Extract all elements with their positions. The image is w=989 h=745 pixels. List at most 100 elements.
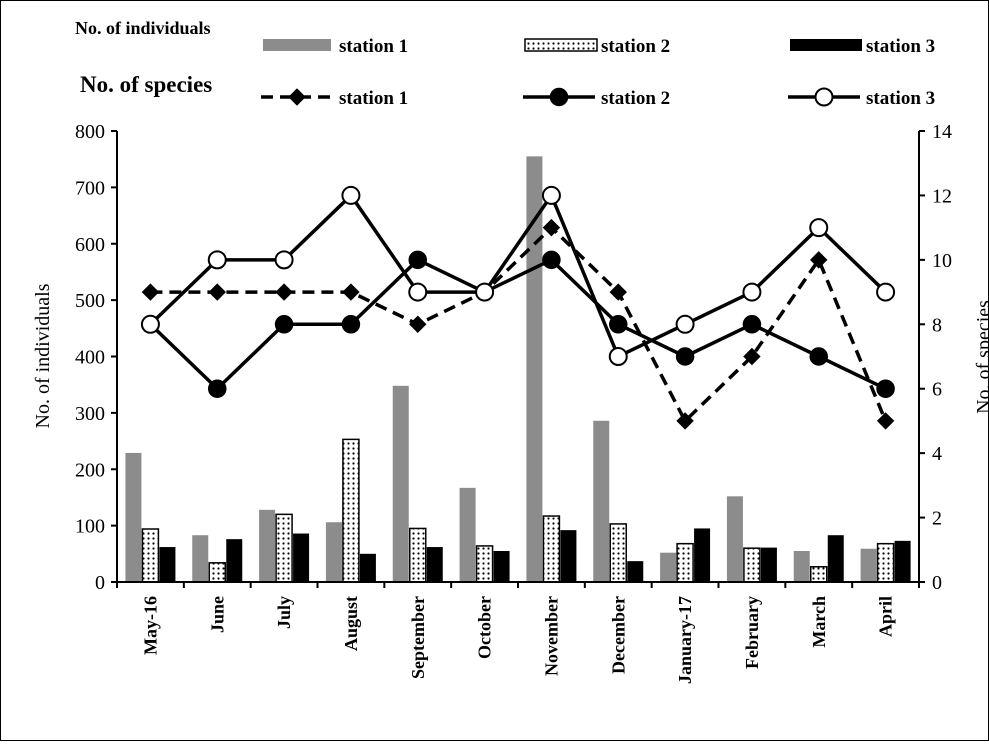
bar-station1-april — [860, 548, 877, 582]
bar-station2-march — [810, 566, 828, 583]
legend-bar-swatch-station2 — [524, 38, 598, 52]
point-station1-december — [609, 283, 627, 301]
bar-station2-september — [409, 527, 427, 583]
bar-station1-january-17 — [660, 552, 677, 582]
y2-tick-label: 6 — [932, 379, 942, 401]
y-axis-title: No. of individuals — [32, 283, 54, 428]
legend-bar-label-station3: station 3 — [866, 36, 935, 57]
bar-station3-february — [760, 547, 777, 582]
y2-tick-label: 0 — [932, 572, 942, 594]
bar-station1-september — [392, 385, 409, 582]
bar-station2-november — [542, 515, 561, 583]
point-station3-april — [876, 282, 896, 302]
bar-station2-june — [208, 562, 226, 583]
legend-bar-swatch-station3 — [790, 39, 862, 51]
point-station1-june — [208, 283, 226, 301]
bar-station3-april — [894, 540, 911, 582]
point-station1-march — [810, 251, 828, 269]
y2-tick-label: 12 — [932, 185, 952, 207]
point-station1-september — [409, 315, 427, 333]
x-category-label: April — [876, 596, 896, 637]
y-tick-label: 600 — [75, 234, 105, 256]
bar-station1-february — [726, 496, 743, 582]
legend: No. of individuals No. of species statio… — [75, 18, 935, 109]
y-tick-label: 500 — [75, 290, 105, 312]
y-tick-label: 400 — [75, 347, 105, 369]
point-station2-december — [609, 315, 628, 334]
bar-station1-august — [325, 522, 342, 582]
x-category-label: October — [475, 596, 495, 659]
legend-line-label-station1: station 1 — [339, 88, 408, 109]
x-category-label: February — [742, 596, 762, 669]
point-station3-october — [475, 282, 495, 302]
bar-station1-october — [459, 487, 476, 582]
line-station3 — [149, 193, 887, 359]
bar-station3-june — [226, 539, 243, 582]
point-station3-december — [608, 347, 628, 366]
plot-area: 0 100 200 300 400 500 600 700 800 0 2 4 6 8 10 12 14 May-… — [75, 121, 952, 684]
y2-tick-label: 8 — [932, 314, 942, 336]
bar-station1-december — [593, 420, 610, 582]
y-tick-label: 200 — [75, 459, 105, 481]
line-station1 — [150, 225, 888, 423]
legend-items: station 1 station 2 station 3 station 1 stat… — [261, 36, 935, 109]
point-station2-november — [542, 250, 561, 270]
bar-station2-january-17 — [676, 542, 694, 583]
y2-tick-label: 10 — [932, 250, 952, 272]
bar-station3-august — [359, 553, 376, 582]
legend-bar-swatch-station1 — [263, 39, 331, 51]
x-category-label: August — [341, 596, 361, 651]
legend-marker-station2 — [549, 87, 569, 107]
x-category-label: March — [809, 596, 829, 648]
legend-heading-species: No. of species — [80, 72, 212, 97]
point-station3-may-16 — [140, 314, 160, 334]
bar-station1-november — [526, 156, 543, 582]
point-station3-february — [742, 282, 762, 302]
y-tick-label: 300 — [75, 403, 105, 425]
point-station2-august — [341, 315, 361, 334]
point-station2-july — [274, 315, 294, 334]
bar-station3-september — [426, 547, 443, 582]
bar-station2-october — [475, 545, 494, 583]
y2-tick-label: 2 — [932, 508, 942, 530]
x-category-label: July — [274, 596, 294, 629]
point-station3-september — [408, 282, 428, 302]
y-tick-label: 800 — [75, 121, 105, 143]
bar-station3-may-16 — [159, 547, 176, 582]
point-station2-april — [876, 379, 895, 398]
line-station2 — [149, 258, 887, 391]
point-station2-june — [208, 379, 227, 398]
legend-heading-individuals: No. of individuals — [75, 18, 211, 38]
y2-axis-title: No. of species — [973, 300, 988, 414]
point-station1-july — [275, 283, 293, 301]
point-station3-march — [809, 218, 829, 238]
x-category-label: May-16 — [140, 596, 160, 655]
bar-station2-february — [743, 547, 761, 583]
point-station2-september — [408, 250, 427, 270]
point-station1-november — [542, 218, 561, 237]
y2-tick-label: 4 — [932, 443, 942, 465]
bar-station2-august — [342, 438, 360, 583]
point-station3-november — [541, 185, 561, 205]
point-station1-january-17 — [676, 412, 694, 430]
point-station1-august — [342, 283, 360, 301]
bar-station3-november — [560, 530, 577, 582]
point-station3-june — [207, 250, 227, 270]
bar-station3-january-17 — [694, 528, 711, 582]
point-station1-february — [743, 347, 761, 366]
x-category-label: November — [541, 596, 561, 676]
legend-line-label-station3: station 3 — [866, 88, 935, 109]
bar-station1-july — [259, 509, 276, 582]
bar-station2-april — [876, 542, 895, 583]
point-station3-july — [274, 250, 294, 270]
bar-station1-may-16 — [125, 452, 142, 582]
bar-station3-july — [293, 533, 310, 582]
y-tick-label: 0 — [95, 572, 105, 594]
bar-station2-december — [609, 523, 627, 583]
bar-station1-june — [192, 535, 209, 582]
x-category-label: December — [608, 596, 628, 674]
legend-bar-label-station2: station 2 — [601, 36, 670, 57]
legend-line-label-station2: station 2 — [601, 88, 670, 109]
